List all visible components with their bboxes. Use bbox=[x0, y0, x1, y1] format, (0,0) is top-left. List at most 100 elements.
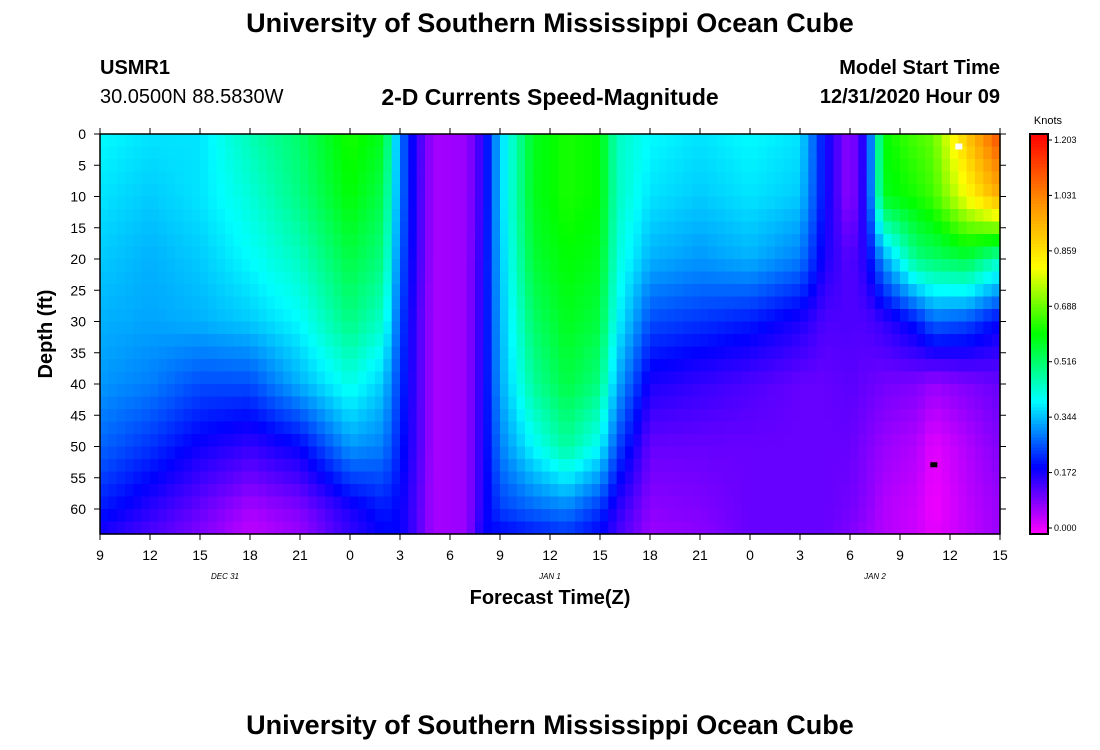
heatmap-cell bbox=[466, 209, 476, 223]
heatmap-cell bbox=[941, 221, 951, 235]
heatmap-cell bbox=[158, 259, 168, 273]
heatmap-cell bbox=[450, 184, 459, 198]
heatmap-cell bbox=[550, 234, 559, 248]
heatmap-cell bbox=[216, 396, 226, 410]
heatmap-cell bbox=[100, 521, 109, 535]
heatmap-cell bbox=[350, 246, 359, 260]
heatmap-cell bbox=[441, 184, 451, 198]
heatmap-cell bbox=[216, 234, 226, 248]
heatmap-cell bbox=[983, 509, 993, 523]
heatmap-cell bbox=[416, 234, 426, 248]
heatmap-cell bbox=[350, 509, 359, 523]
heatmap-cell bbox=[508, 421, 518, 435]
heatmap-cell bbox=[191, 146, 201, 160]
heatmap-cell bbox=[800, 421, 809, 435]
heatmap-cell bbox=[991, 446, 1001, 460]
heatmap-cell bbox=[958, 384, 968, 398]
heatmap-cell bbox=[750, 296, 759, 310]
heatmap-cell bbox=[650, 396, 659, 410]
heatmap-cell bbox=[150, 359, 159, 373]
heatmap-cell bbox=[291, 209, 301, 223]
heatmap-cell bbox=[550, 459, 559, 473]
heatmap-cell bbox=[400, 434, 409, 448]
heatmap-cell bbox=[858, 396, 868, 410]
heatmap-cell bbox=[841, 496, 851, 510]
heatmap-cell bbox=[300, 459, 309, 473]
heatmap-cell bbox=[100, 384, 109, 398]
heatmap-cell bbox=[508, 346, 518, 360]
heatmap-cell bbox=[700, 171, 709, 185]
heatmap-cell bbox=[425, 334, 434, 348]
heatmap-cell bbox=[516, 359, 526, 373]
heatmap-cell bbox=[241, 484, 251, 498]
heatmap-cell bbox=[891, 196, 901, 210]
heatmap-cell bbox=[333, 346, 343, 360]
heatmap-cell bbox=[483, 246, 493, 260]
heatmap-cell bbox=[700, 484, 709, 498]
heatmap-cell bbox=[783, 134, 793, 148]
heatmap-cell bbox=[491, 234, 501, 248]
heatmap-cell bbox=[925, 496, 934, 510]
heatmap-cell bbox=[791, 384, 801, 398]
heatmap-cell bbox=[400, 446, 409, 460]
heatmap-cell bbox=[291, 259, 301, 273]
heatmap-cell bbox=[966, 346, 976, 360]
heatmap-cell bbox=[875, 246, 884, 260]
heatmap-cell bbox=[766, 184, 776, 198]
heatmap-cell bbox=[108, 409, 118, 423]
heatmap-cell bbox=[583, 246, 593, 260]
heatmap-cell bbox=[600, 221, 609, 235]
heatmap-cell bbox=[183, 209, 193, 223]
heatmap-cell bbox=[916, 196, 926, 210]
heatmap-cell bbox=[858, 359, 868, 373]
heatmap-cell bbox=[975, 446, 984, 460]
heatmap-cell bbox=[633, 484, 643, 498]
heatmap-cell bbox=[700, 434, 709, 448]
heatmap-cell bbox=[891, 459, 901, 473]
heatmap-cell bbox=[291, 509, 301, 523]
heatmap-cell bbox=[650, 271, 659, 285]
heatmap-cell bbox=[908, 446, 918, 460]
heatmap-cell bbox=[141, 446, 151, 460]
heatmap-cell bbox=[283, 146, 293, 160]
heatmap-cell bbox=[400, 396, 409, 410]
heatmap-cell bbox=[216, 171, 226, 185]
heatmap-cell bbox=[316, 134, 326, 148]
heatmap-cell bbox=[308, 134, 318, 148]
heatmap-cell bbox=[500, 509, 509, 523]
heatmap-cell bbox=[925, 159, 934, 173]
colorbar-segment bbox=[1030, 144, 1048, 148]
heatmap-cell bbox=[383, 171, 393, 185]
heatmap-cell bbox=[550, 509, 559, 523]
heatmap-cell bbox=[575, 259, 584, 273]
heatmap-cell bbox=[641, 246, 651, 260]
heatmap-cell bbox=[216, 271, 226, 285]
heatmap-cell bbox=[208, 209, 218, 223]
heatmap-cell bbox=[300, 409, 309, 423]
heatmap-cell bbox=[458, 409, 468, 423]
heatmap-cell bbox=[816, 459, 826, 473]
heatmap-cell bbox=[300, 309, 309, 323]
heatmap-cell bbox=[708, 484, 718, 498]
heatmap-cell bbox=[125, 459, 134, 473]
x-tick-label: 3 bbox=[396, 547, 404, 563]
heatmap-cell bbox=[350, 409, 359, 423]
heatmap-cell bbox=[216, 471, 226, 485]
heatmap-cell bbox=[291, 159, 301, 173]
heatmap-cell bbox=[816, 309, 826, 323]
heatmap-cell bbox=[633, 384, 643, 398]
heatmap-cell bbox=[250, 246, 259, 260]
heatmap-cell bbox=[325, 371, 334, 385]
heatmap-cell bbox=[266, 171, 276, 185]
heatmap-cell bbox=[433, 396, 443, 410]
heatmap-cell bbox=[608, 234, 618, 248]
heatmap-cell bbox=[966, 396, 976, 410]
heatmap-cell bbox=[558, 234, 568, 248]
heatmap-cell bbox=[350, 259, 359, 273]
date-label: JAN 1 bbox=[538, 572, 561, 581]
heatmap-cell bbox=[733, 209, 743, 223]
heatmap-cell bbox=[225, 371, 234, 385]
heatmap-cell bbox=[475, 446, 484, 460]
heatmap-cell bbox=[341, 271, 351, 285]
heatmap-cell bbox=[641, 146, 651, 160]
